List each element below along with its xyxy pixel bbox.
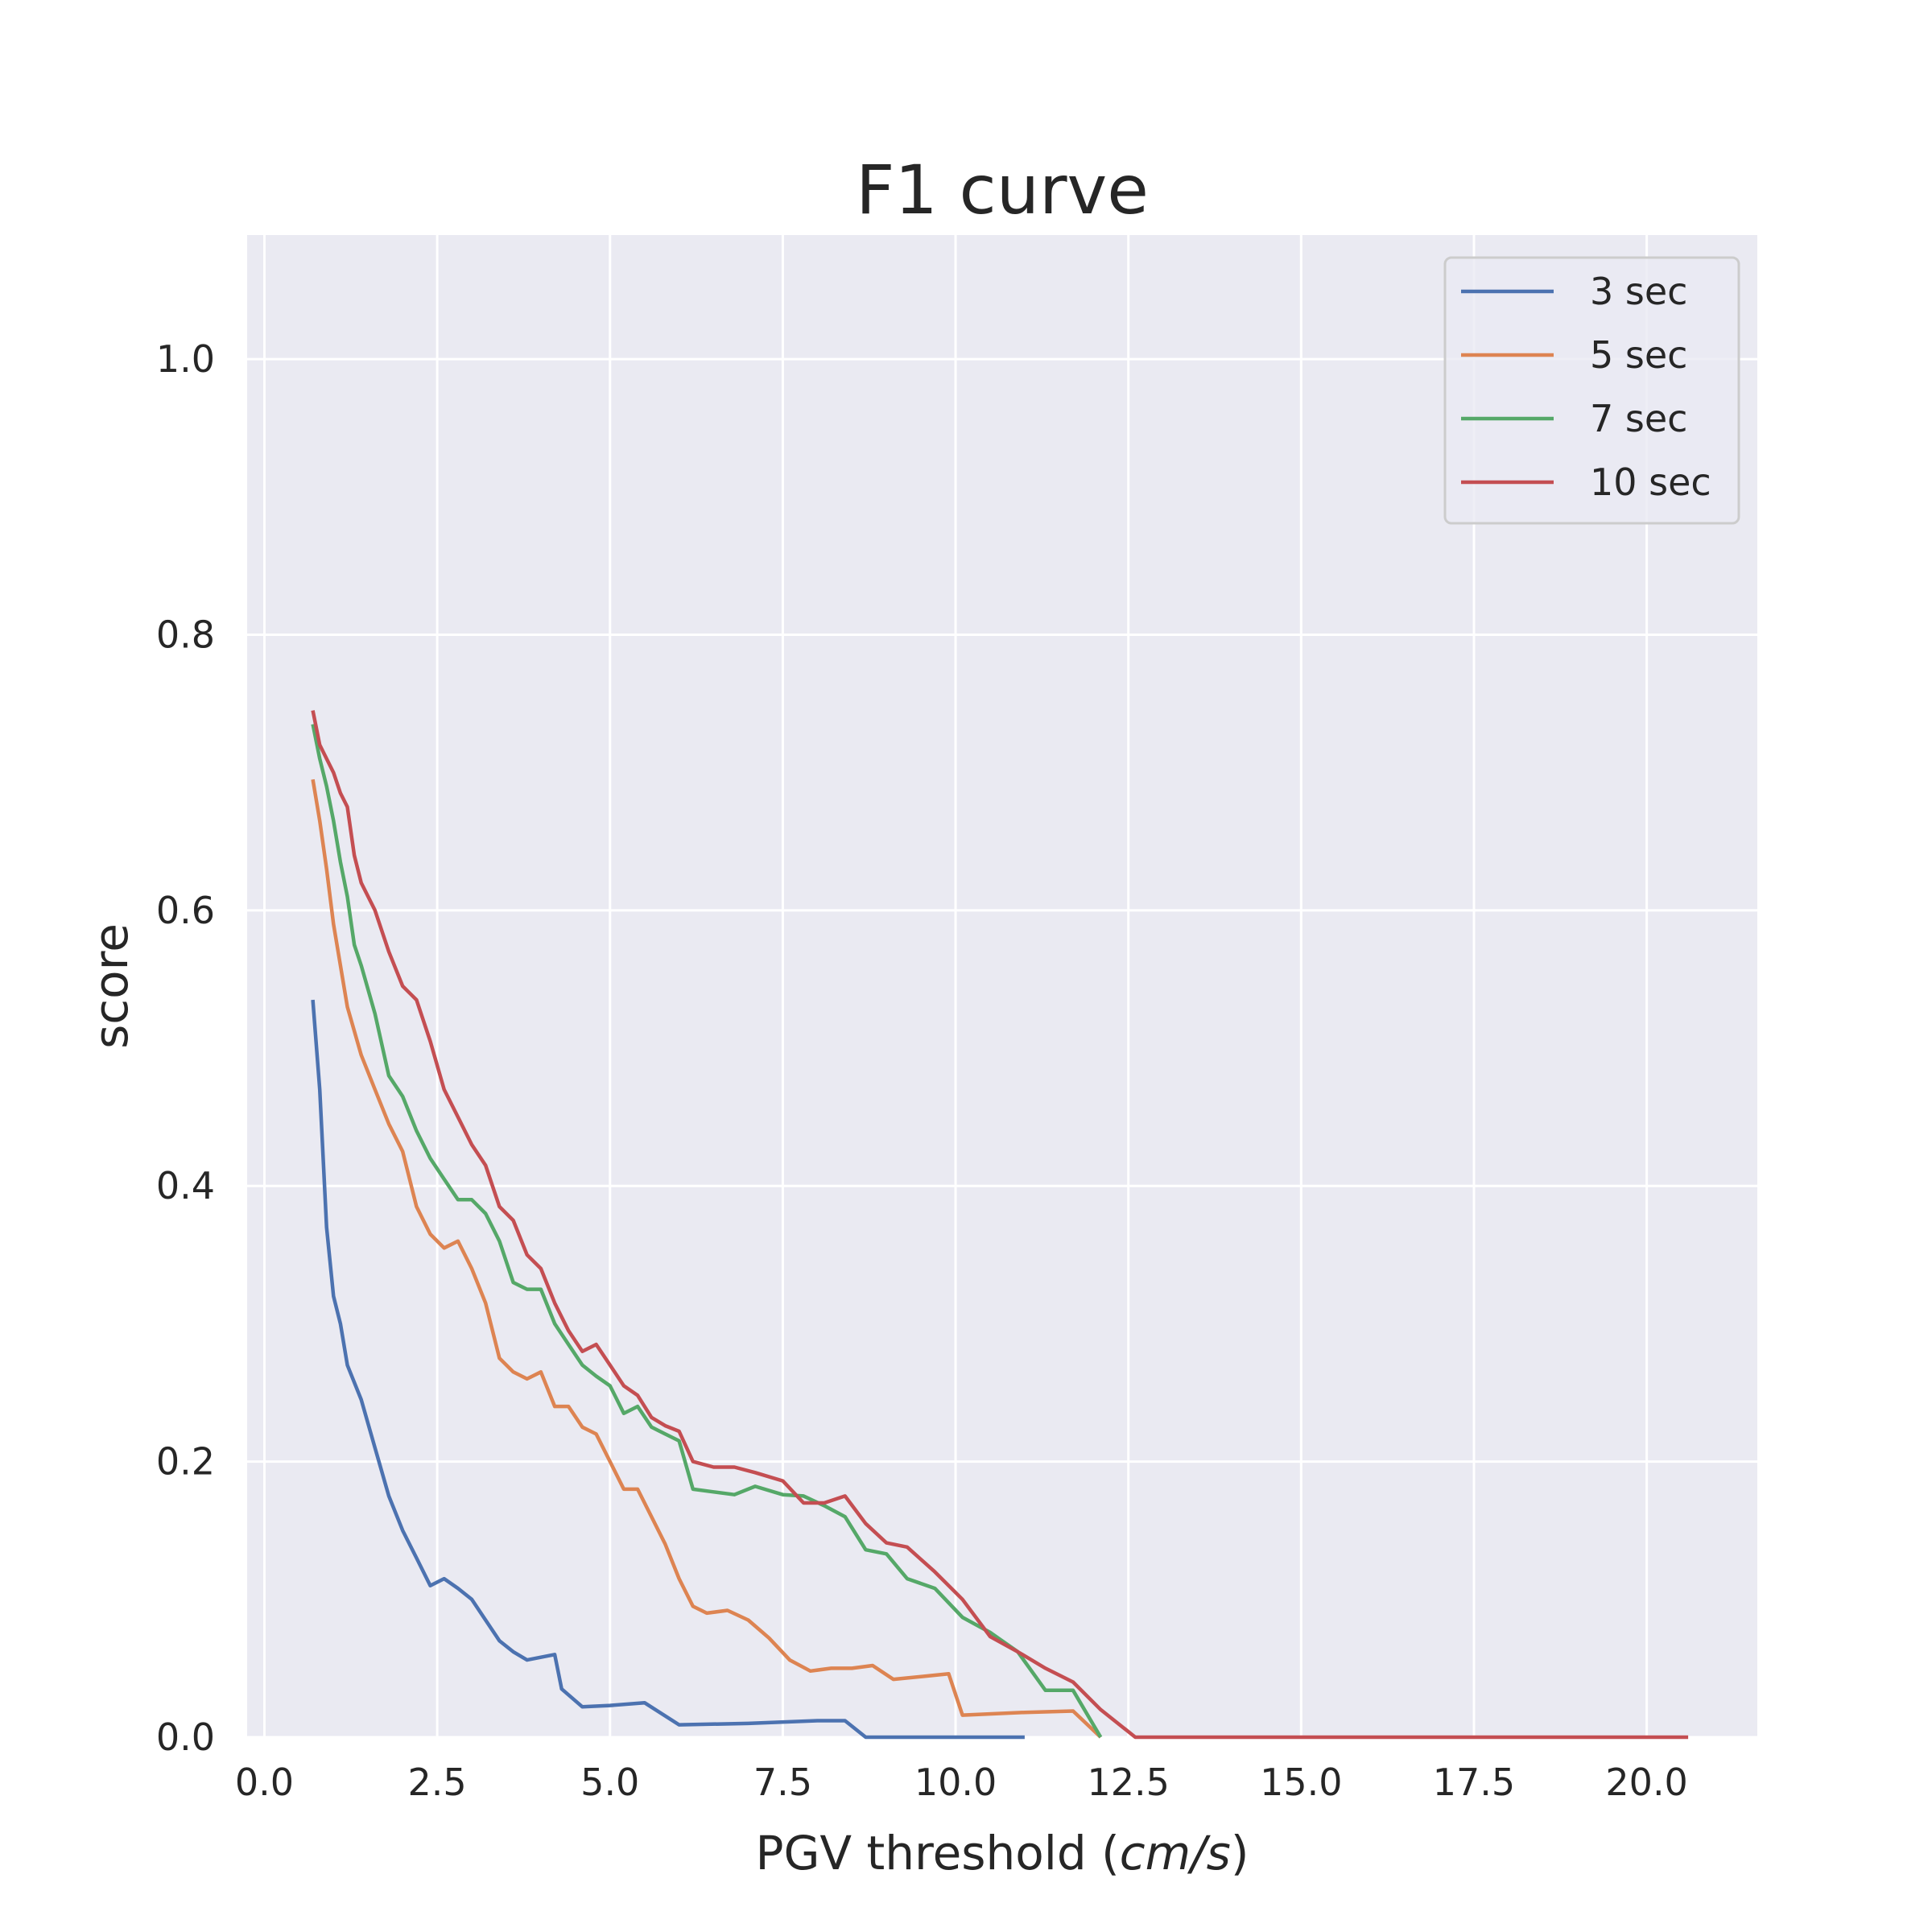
x-axis-label-close: ) xyxy=(1231,1826,1249,1880)
x-tick-label: 15.0 xyxy=(1260,1761,1342,1804)
x-tick-label: 2.5 xyxy=(408,1761,467,1804)
legend-label: 7 sec xyxy=(1590,397,1687,440)
x-tick-label: 17.5 xyxy=(1433,1761,1515,1804)
x-tick-label: 20.0 xyxy=(1605,1761,1687,1804)
series-line-4 xyxy=(311,710,1689,1740)
series-line-3 xyxy=(311,724,1103,1739)
x-tick-label: 0.0 xyxy=(235,1761,294,1804)
chart-title: F1 curve xyxy=(856,151,1149,229)
series-line-1 xyxy=(311,999,1025,1740)
x-tick-label: 5.0 xyxy=(580,1761,639,1804)
legend: 3 sec 5 sec 7 sec 10 sec xyxy=(1443,256,1740,525)
legend-box xyxy=(1443,256,1740,525)
x-axis-ticks: 0.0 2.5 5.0 7.5 10.0 12.5 15.0 17.5 20.0 xyxy=(235,1761,1688,1804)
x-axis-label-unit: cm/s xyxy=(1120,1826,1231,1880)
legend-items: 3 sec 5 sec 7 sec 10 sec xyxy=(1461,270,1711,504)
y-tick-label: 0.6 xyxy=(156,889,215,932)
y-tick-label: 0.0 xyxy=(156,1715,215,1759)
y-axis-ticks: 0.0 0.2 0.4 0.6 0.8 1.0 xyxy=(156,337,215,1759)
x-tick-label: 10.0 xyxy=(914,1761,997,1804)
series-lines xyxy=(311,710,1689,1740)
x-axis-label-main: PGV threshold ( xyxy=(755,1826,1119,1880)
y-tick-label: 0.4 xyxy=(156,1164,215,1208)
legend-label: 3 sec xyxy=(1590,270,1687,313)
y-tick-label: 0.8 xyxy=(156,613,215,656)
grid-lines xyxy=(247,235,1757,1739)
x-tick-label: 7.5 xyxy=(753,1761,812,1804)
y-tick-label: 1.0 xyxy=(156,337,215,381)
y-axis-label: score xyxy=(84,923,138,1049)
x-tick-label: 12.5 xyxy=(1087,1761,1169,1804)
legend-label: 5 sec xyxy=(1590,333,1687,377)
x-axis-label: PGV threshold (cm/s) xyxy=(755,1826,1249,1880)
y-tick-label: 0.2 xyxy=(156,1440,215,1484)
legend-label: 10 sec xyxy=(1590,460,1711,504)
series-line-2 xyxy=(311,778,1102,1739)
